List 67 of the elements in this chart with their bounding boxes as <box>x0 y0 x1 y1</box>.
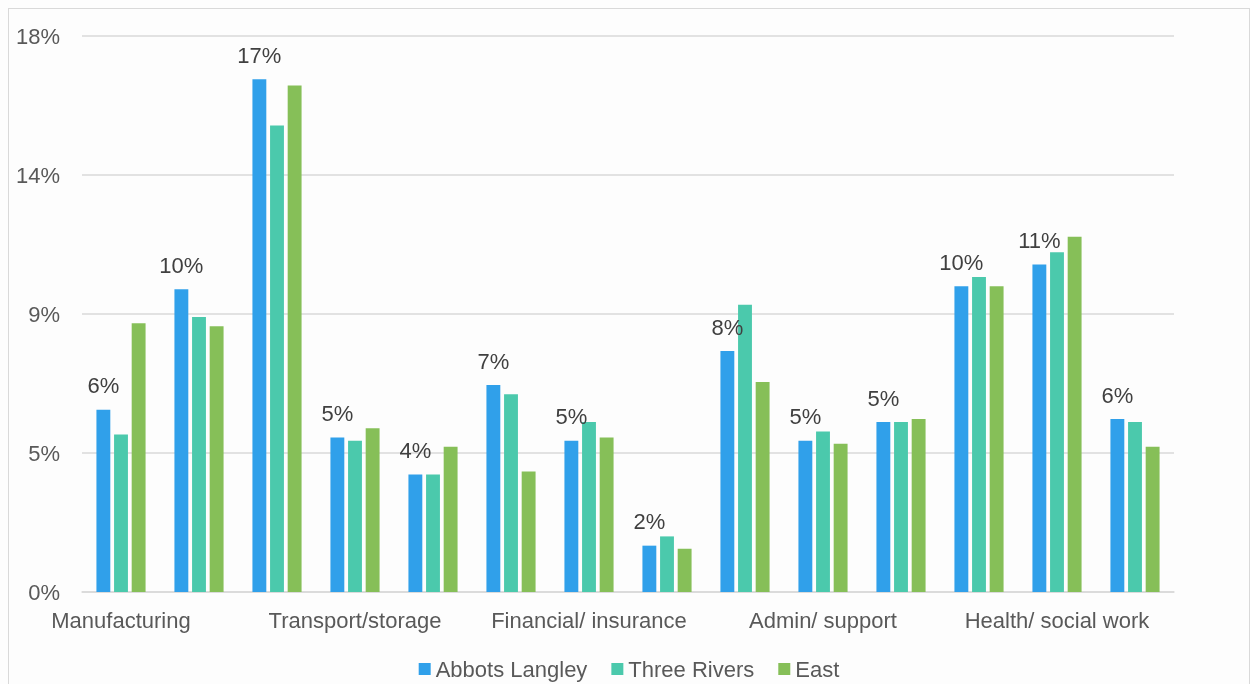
bar <box>114 434 128 592</box>
bar <box>1110 419 1125 592</box>
bar <box>408 474 423 592</box>
data-label: 11% <box>1018 228 1061 254</box>
bar <box>1067 236 1082 592</box>
bar <box>989 286 1004 592</box>
y-tick-label: 18% <box>15 23 60 49</box>
bar <box>660 536 674 592</box>
x-tick-label: Admin/ support <box>749 607 897 633</box>
legend-label: Abbots Langley <box>435 656 588 682</box>
bar <box>911 419 926 592</box>
bar <box>252 79 267 592</box>
data-label: 10% <box>159 252 204 278</box>
bar <box>1145 446 1160 592</box>
bar <box>348 440 362 592</box>
data-label: 10% <box>939 249 984 275</box>
data-label: 7% <box>477 348 510 374</box>
x-tick-label: Health/ social work <box>964 607 1151 633</box>
bar <box>209 326 224 592</box>
data-label: 17% <box>237 42 282 68</box>
bar <box>894 422 908 592</box>
bar <box>816 431 830 592</box>
x-tick-label: Transport/storage <box>268 607 442 633</box>
bar <box>564 440 579 592</box>
bar <box>486 385 501 592</box>
bar <box>876 422 891 592</box>
bar <box>504 394 518 592</box>
bar <box>720 351 735 592</box>
y-tick-label: 5% <box>28 440 60 466</box>
bar <box>287 85 302 592</box>
bar <box>833 443 848 592</box>
data-label: 5% <box>789 404 822 430</box>
bar <box>954 286 969 592</box>
bar <box>1032 264 1047 592</box>
data-label: 5% <box>555 404 588 430</box>
bar <box>174 289 189 592</box>
bar <box>1128 422 1142 592</box>
y-tick-label: 9% <box>28 301 60 327</box>
bar <box>330 437 345 592</box>
bar <box>443 446 458 592</box>
x-tick-label: Manufacturing <box>51 607 191 633</box>
data-label: 5% <box>867 385 900 411</box>
bar <box>972 276 986 592</box>
data-label: 2% <box>633 509 666 535</box>
bar <box>270 125 284 592</box>
y-tick-label: 14% <box>15 162 60 188</box>
bar <box>642 545 657 592</box>
bar <box>1050 252 1064 592</box>
bar <box>96 409 111 592</box>
x-tick-label: Financial/ insurance <box>491 607 687 633</box>
y-tick-label: 0% <box>28 579 60 605</box>
bar <box>798 440 813 592</box>
legend-label: Three Rivers <box>628 656 755 682</box>
data-label: 5% <box>321 401 354 427</box>
bar <box>426 474 440 592</box>
bar <box>582 422 596 592</box>
bar <box>192 317 206 592</box>
bar <box>599 437 614 592</box>
bar <box>131 323 146 592</box>
bar <box>521 471 536 592</box>
bar <box>677 548 692 592</box>
data-label: 6% <box>1101 382 1134 408</box>
bar <box>755 381 770 592</box>
data-label: 4% <box>399 438 432 464</box>
bar <box>365 428 380 592</box>
legend-label: East <box>795 656 840 682</box>
data-label: 6% <box>87 373 120 399</box>
